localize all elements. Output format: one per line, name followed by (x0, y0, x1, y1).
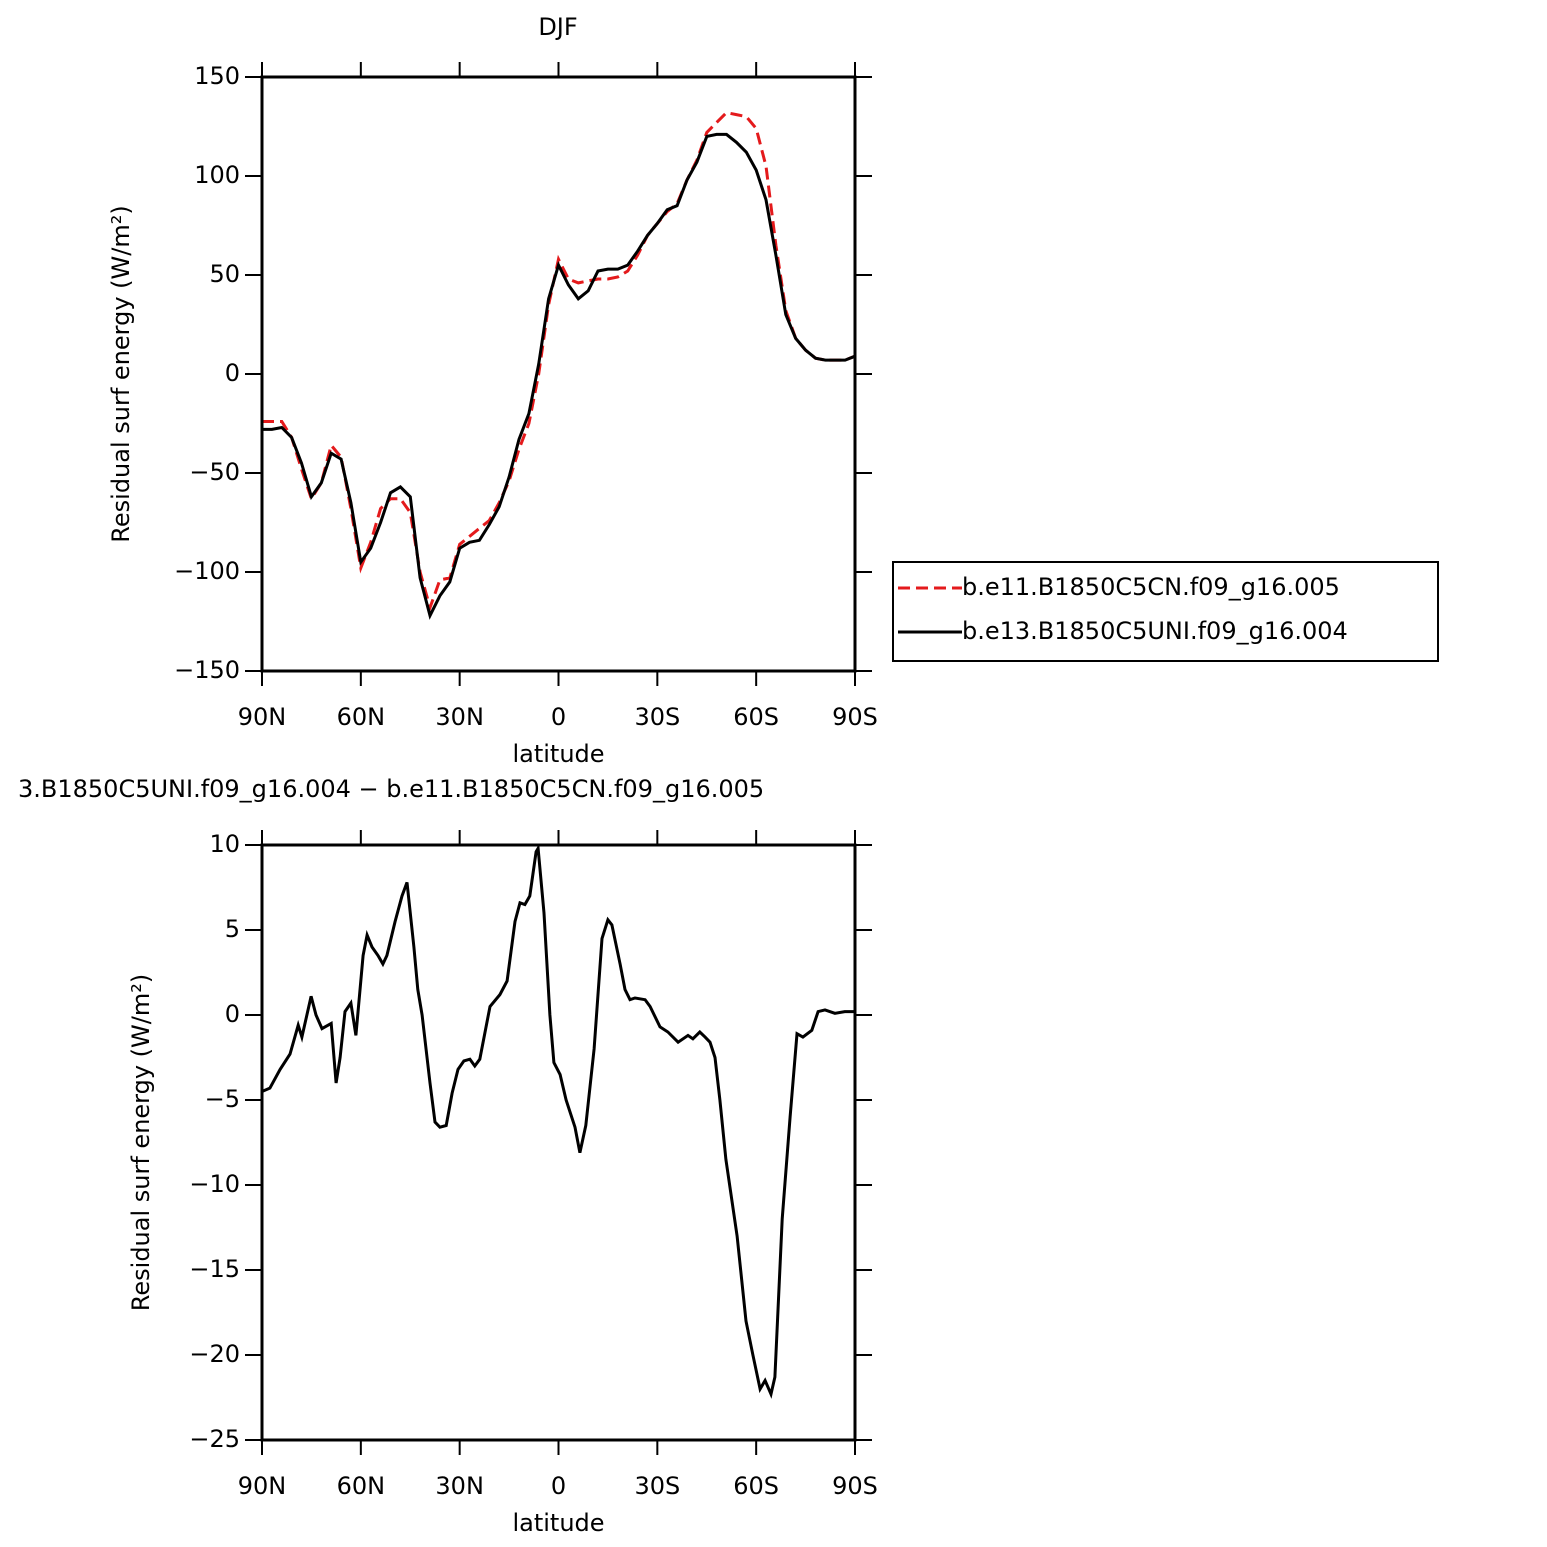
x-tick-label: 30N (435, 1472, 484, 1500)
x-axis-label: latitude (512, 740, 604, 768)
x-tick-label: 60S (733, 1472, 779, 1500)
y-tick-label: −100 (174, 557, 240, 585)
y-tick-label: −50 (189, 458, 240, 486)
legend-label: b.e13.B1850C5UNI.f09_g16.004 (962, 617, 1348, 645)
y-tick-label: 0 (225, 1000, 240, 1028)
data-line (262, 132, 856, 620)
legend-label: b.e11.B1850C5CN.f09_g16.005 (962, 573, 1340, 601)
y-axis-label: Residual surf energy (W/m²) (107, 205, 135, 542)
x-tick-label: 60N (337, 1472, 386, 1500)
plot-frame (260, 843, 857, 1442)
y-tick-label: −5 (205, 1085, 240, 1113)
x-axis-label: latitude (512, 1509, 604, 1537)
x-tick-label: 0 (551, 1472, 566, 1500)
chart-title: DJF (538, 13, 577, 41)
y-tick-label: 10 (209, 830, 240, 858)
y-tick-label: −25 (189, 1425, 240, 1453)
y-tick-label: −20 (189, 1340, 240, 1368)
y-tick-label: 0 (225, 359, 240, 387)
x-tick-label: 60S (733, 703, 779, 731)
y-tick-label: −15 (189, 1255, 240, 1283)
y-tick-label: 150 (194, 62, 240, 90)
y-tick-label: −10 (189, 1170, 240, 1198)
x-tick-label: 30S (634, 1472, 680, 1500)
x-tick-label: 90S (832, 703, 878, 731)
x-tick-label: 90S (832, 1472, 878, 1500)
x-tick-label: 90N (238, 1472, 287, 1500)
x-tick-label: 90N (238, 703, 287, 731)
x-tick-label: 0 (551, 703, 566, 731)
y-axis-label: Residual surf energy (W/m²) (127, 974, 155, 1311)
chart-title: 3.B1850C5UNI.f09_g16.004 − b.e11.B1850C5… (18, 775, 764, 803)
x-tick-label: 60N (337, 703, 386, 731)
x-tick-label: 30N (435, 703, 484, 731)
y-tick-label: −150 (174, 656, 240, 684)
y-tick-label: 5 (225, 915, 240, 943)
y-tick-label: 50 (209, 260, 240, 288)
x-tick-label: 30S (634, 703, 680, 731)
data-line (262, 110, 856, 613)
data-line (261, 843, 855, 1399)
legend-box (892, 561, 1439, 662)
y-tick-label: 100 (194, 161, 240, 189)
plot-frame (260, 75, 857, 673)
